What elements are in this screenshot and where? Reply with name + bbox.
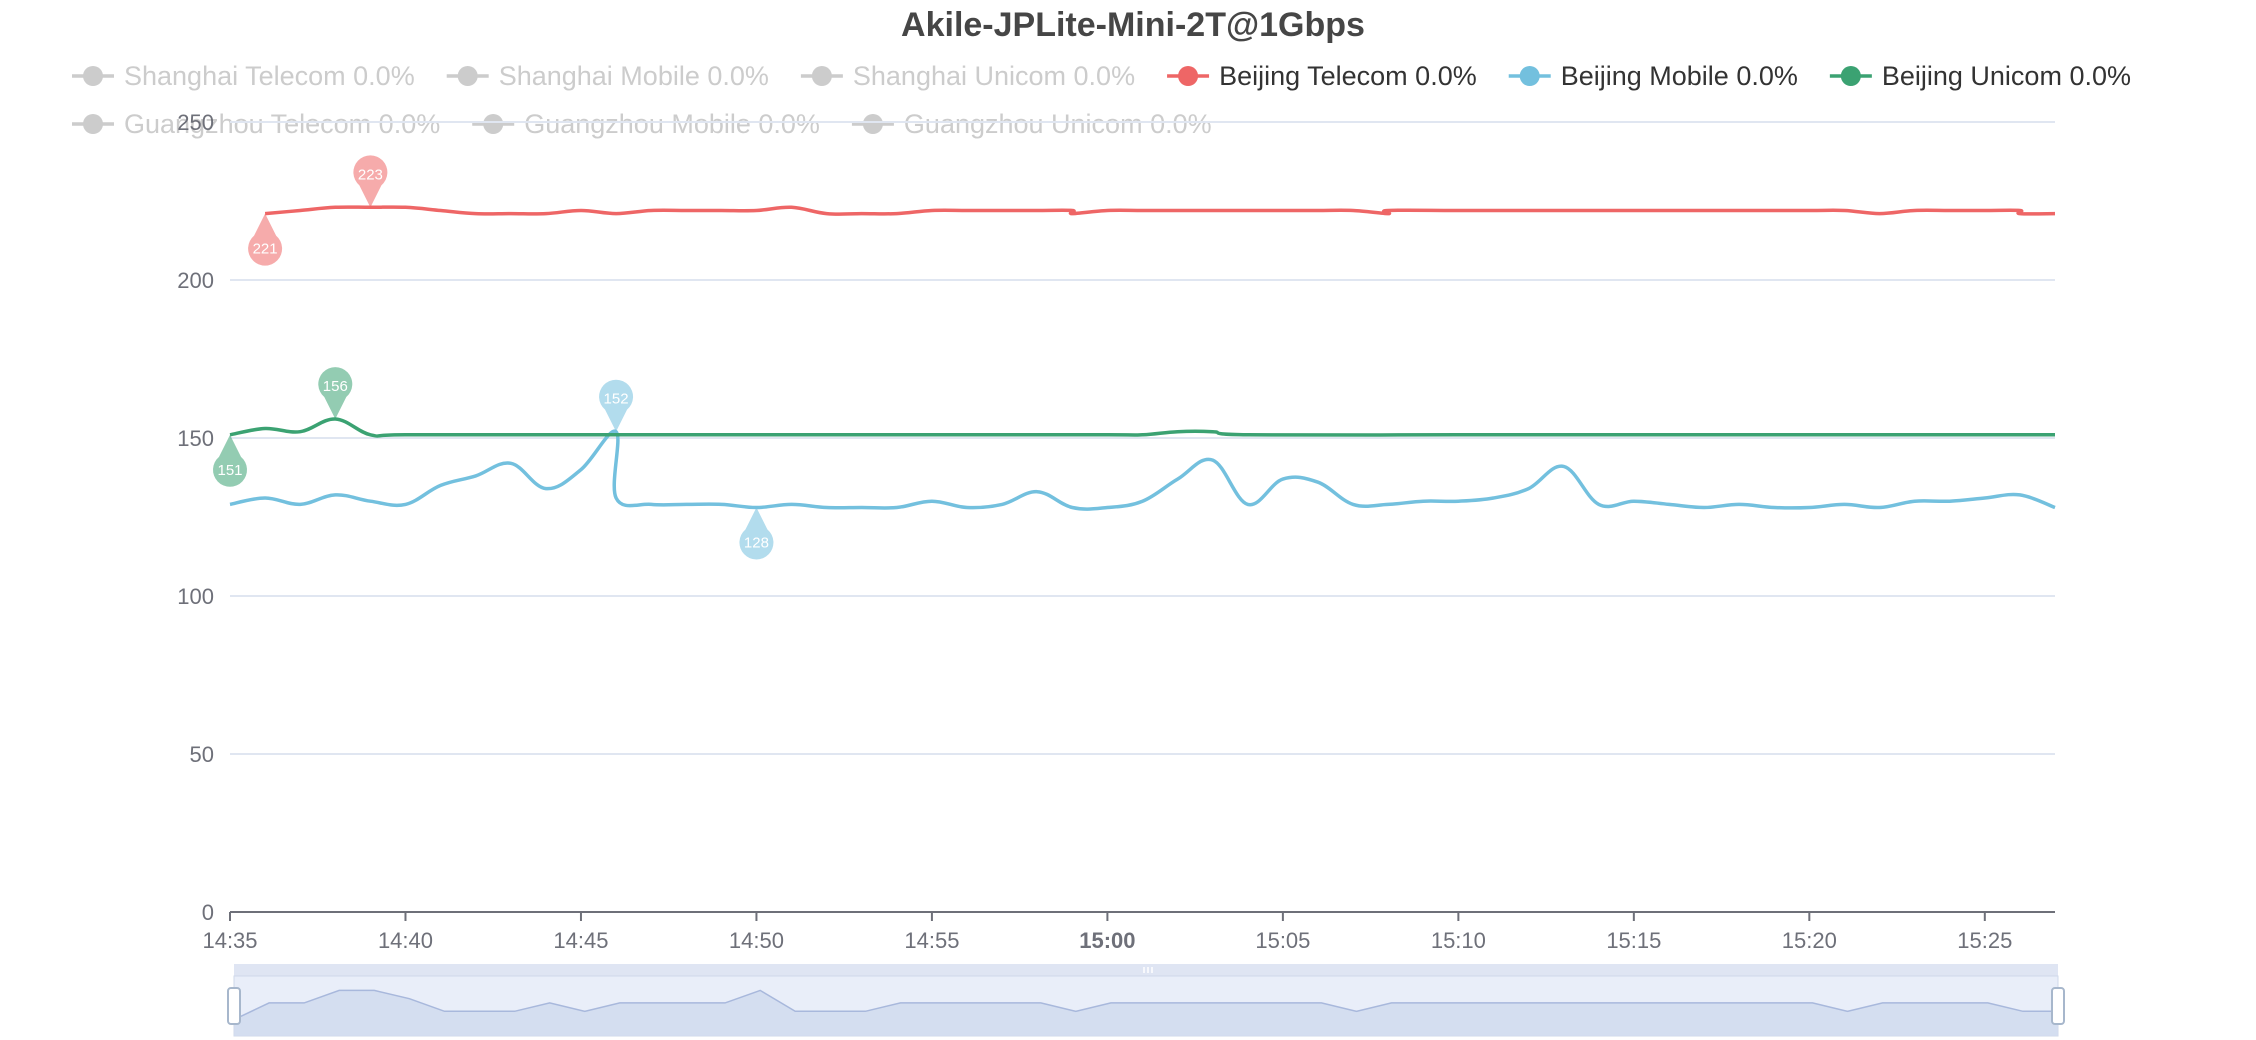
- legend-series-name: Guangzhou Unicom: [904, 109, 1143, 139]
- y-tick-label: 250: [177, 110, 214, 135]
- legend-item[interactable]: Shanghai Unicom 0.0%: [800, 61, 1135, 91]
- legend-label: Beijing Telecom 0.0%: [1219, 61, 1477, 91]
- zoom-grip-icon: [1143, 967, 1153, 973]
- x-tick-label: 15:25: [1957, 928, 2012, 953]
- marker-pin: [599, 379, 634, 432]
- legend-dot-icon: [457, 66, 478, 86]
- legend-label: Shanghai Mobile 0.0%: [499, 61, 769, 91]
- x-tick-label: 15:20: [1782, 928, 1837, 953]
- legend-dot-icon: [1178, 66, 1199, 86]
- legend-loss: 0.0%: [346, 61, 415, 91]
- legend-loss: 0.0%: [1729, 61, 1798, 91]
- legend-series-name: Beijing Unicom: [1882, 61, 2062, 91]
- x-tick-label: 14:35: [202, 928, 257, 953]
- marker-label: 152: [604, 391, 629, 408]
- legend-dot-icon: [1519, 66, 1540, 86]
- legend-item[interactable]: Beijing Telecom 0.0%: [1167, 61, 1477, 91]
- legend-item[interactable]: Guangzhou Mobile 0.0%: [472, 109, 820, 139]
- legend-loss: 0.0%: [1408, 61, 1477, 91]
- x-tick-label: 14:55: [904, 928, 959, 953]
- marker-pin: [318, 367, 353, 420]
- marker-label: 156: [323, 378, 348, 395]
- legend-dot-icon: [862, 114, 883, 134]
- legend-loss: 0.0%: [751, 109, 820, 139]
- legend-series-name: Shanghai Telecom: [124, 61, 346, 91]
- marker-label: 221: [253, 241, 278, 258]
- x-axis: 14:35 14:40 14:45 14:50 14:55 15:00 15:05 15:10…: [202, 911, 2055, 953]
- series-line-beijing-mobile: [229, 429, 2056, 511]
- zoom-overview-area: [234, 990, 2058, 1036]
- legend-label: Guangzhou Mobile 0.0%: [524, 109, 820, 139]
- legend-label: Guangzhou Telecom 0.0%: [124, 109, 440, 139]
- marker-min-beijing-unicom: 151: [213, 434, 247, 487]
- legend-loss: 0.0%: [1143, 109, 1212, 139]
- y-tick-label: 150: [177, 426, 214, 451]
- legend-dot-icon: [1840, 66, 1861, 86]
- zoom-handle-left[interactable]: [227, 987, 241, 1025]
- legend-loss: 0.0%: [371, 109, 440, 139]
- y-tick-label: 100: [177, 584, 214, 609]
- zoom-overview-line: [233, 989, 2058, 1021]
- legend-loss: 0.0%: [2062, 61, 2131, 91]
- legend-label: Beijing Unicom 0.0%: [1882, 61, 2131, 91]
- marker-pin: [353, 155, 388, 208]
- grid-lines: [230, 121, 2055, 755]
- legend-series-name: Guangzhou Telecom: [124, 109, 371, 139]
- legend-series-name: Beijing Mobile: [1561, 61, 1729, 91]
- legend-dot-icon: [811, 66, 832, 86]
- legend-item[interactable]: Beijing Unicom 0.0%: [1829, 61, 2131, 91]
- marker-pin: [739, 507, 774, 560]
- x-tick-label: 14:45: [553, 928, 608, 953]
- legend-series-name: Shanghai Mobile: [499, 61, 700, 91]
- x-tick-label: 15:10: [1431, 928, 1486, 953]
- y-tick-label: 0: [202, 900, 214, 925]
- x-tick-label: 14:50: [729, 928, 784, 953]
- legend-item[interactable]: Shanghai Mobile 0.0%: [446, 61, 769, 91]
- marker-max-beijing-telecom: 223: [353, 155, 388, 208]
- legend-loss: 0.0%: [700, 61, 769, 91]
- legend-series-name: Shanghai Unicom: [853, 61, 1066, 91]
- zoom-handle-right[interactable]: [2051, 987, 2065, 1025]
- legend-dot-icon: [483, 114, 504, 134]
- marker-min-beijing-mobile: 128: [739, 507, 774, 560]
- series-lines: [229, 205, 2056, 511]
- x-tick-label: 14:40: [378, 928, 433, 953]
- legend-loss: 0.0%: [1066, 61, 1135, 91]
- marker-max-beijing-mobile: 152: [599, 379, 634, 432]
- x-tick-label: 15:05: [1255, 928, 1310, 953]
- marker-label: 128: [744, 535, 769, 552]
- x-tick-label: 15:00: [1079, 928, 1135, 953]
- legend-label: Beijing Mobile 0.0%: [1561, 61, 1798, 91]
- marker-label: 223: [358, 166, 383, 183]
- marker-max-beijing-unicom: 156: [318, 367, 353, 420]
- legend-item[interactable]: Guangzhou Telecom 0.0%: [72, 109, 440, 139]
- legend-dot-icon: [83, 114, 103, 134]
- y-axis: 0 50 100 150 200 250: [177, 110, 214, 925]
- legend-item[interactable]: Guangzhou Unicom 0.0%: [851, 109, 1212, 139]
- y-tick-label: 200: [177, 268, 214, 293]
- legend-series-name: Beijing Telecom: [1219, 61, 1408, 91]
- zoom-top-bar: [234, 964, 2058, 976]
- data-zoom-slider[interactable]: [227, 964, 2065, 1037]
- legend-label: Guangzhou Unicom 0.0%: [904, 109, 1212, 139]
- legend: Shanghai Telecom 0.0% Shanghai Mobile 0.0…: [72, 61, 2131, 139]
- marker-pin: [213, 434, 247, 487]
- x-tick-label: 15:15: [1606, 928, 1661, 953]
- legend-series-name: Guangzhou Mobile: [524, 109, 751, 139]
- chart-title: Akile-JPLite-Mini-2T@1Gbps: [901, 6, 1365, 44]
- legend-dot-icon: [83, 66, 103, 86]
- legend-item[interactable]: Shanghai Telecom 0.0%: [72, 61, 415, 91]
- series-line-beijing-unicom: [229, 417, 2055, 438]
- series-line-beijing-telecom: [264, 205, 2056, 216]
- marker-label: 151: [217, 462, 242, 479]
- marker-pin: [248, 213, 283, 266]
- legend-label: Shanghai Unicom 0.0%: [853, 61, 1135, 91]
- legend-label: Shanghai Telecom 0.0%: [124, 61, 415, 91]
- marker-min-beijing-telecom: 221: [248, 213, 283, 266]
- legend-item[interactable]: Beijing Mobile 0.0%: [1508, 61, 1798, 91]
- markers: 223 221 152 128 156 151: [213, 155, 774, 560]
- y-tick-label: 50: [190, 742, 214, 767]
